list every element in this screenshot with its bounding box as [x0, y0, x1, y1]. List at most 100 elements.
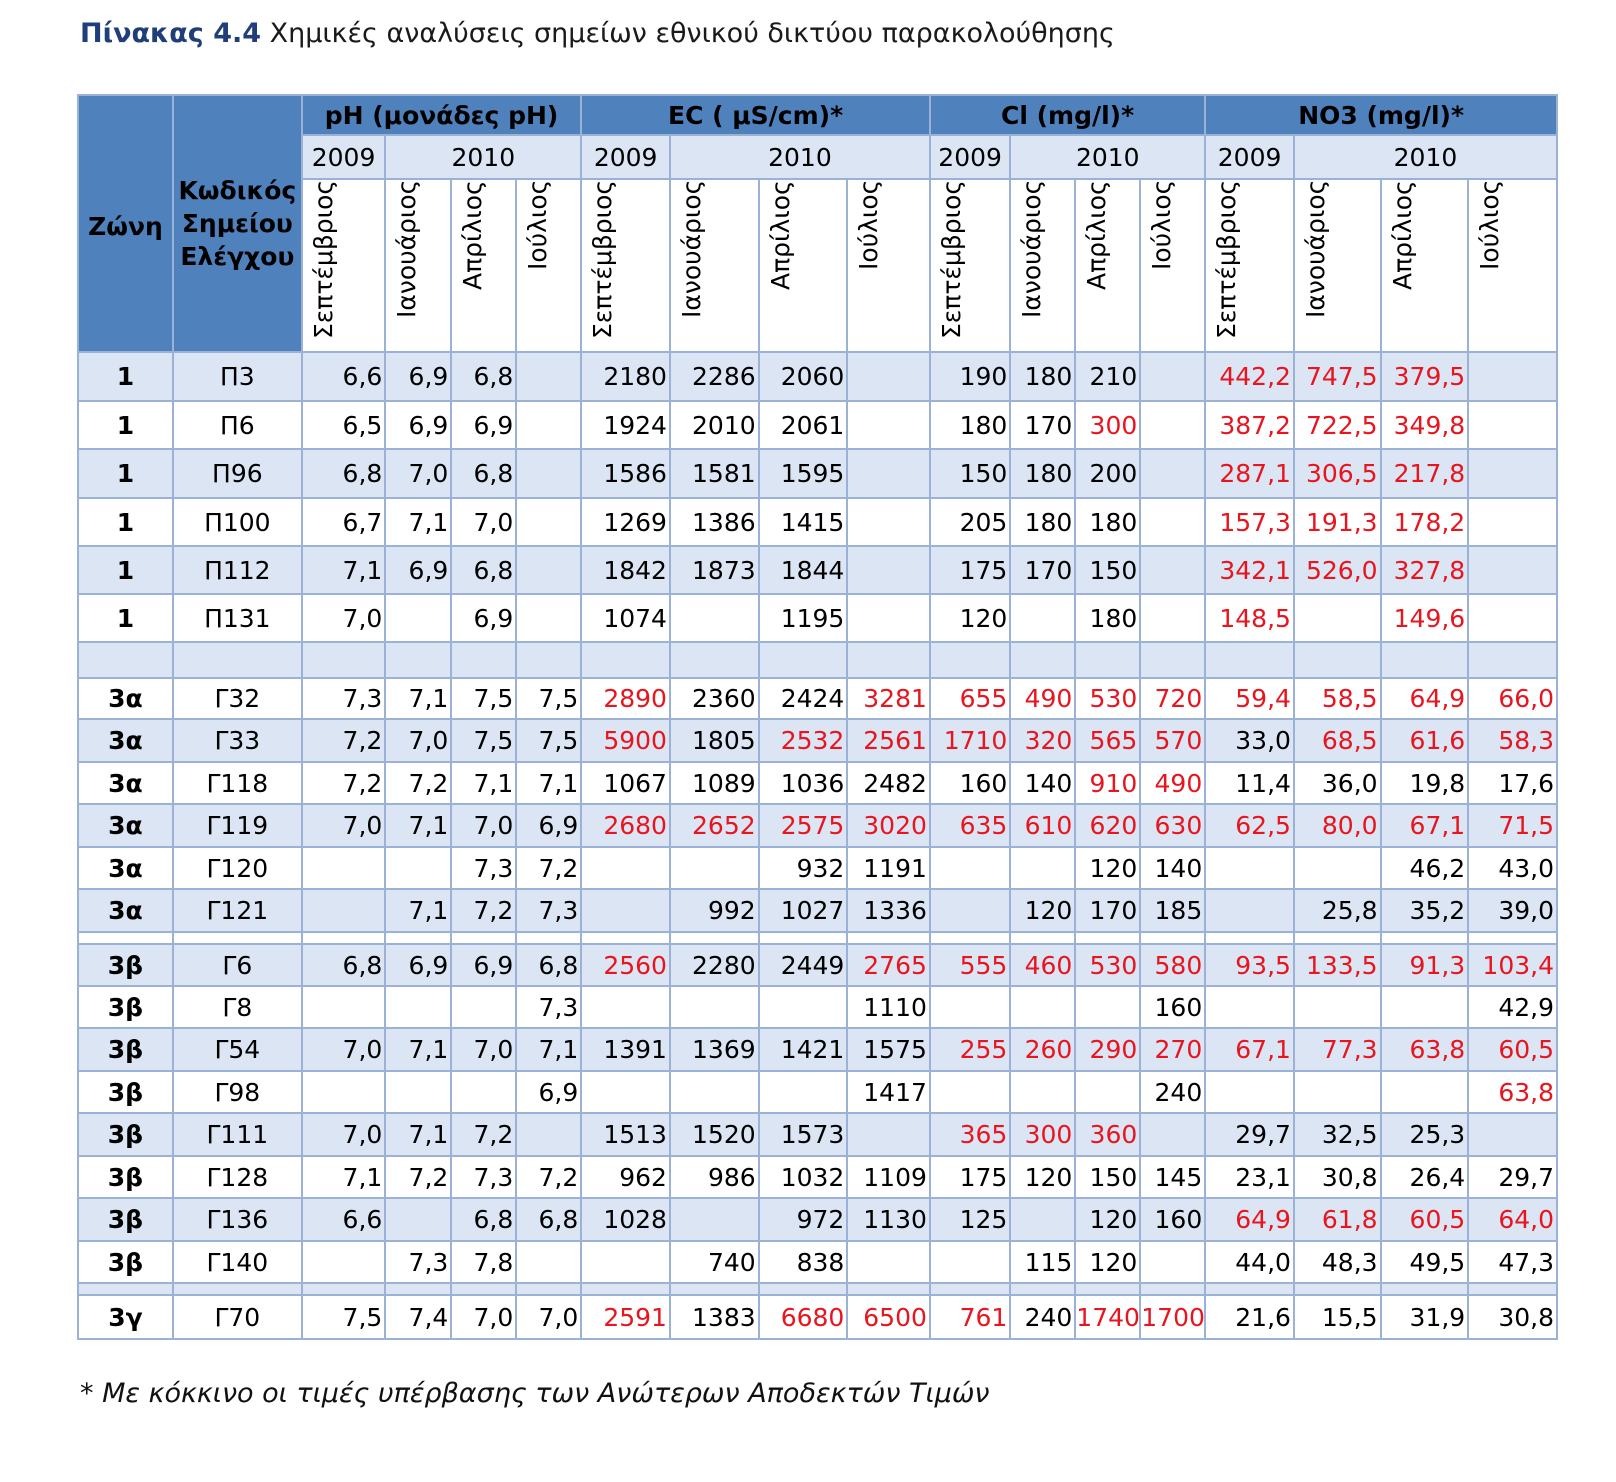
value-cell: 7,0	[300, 593, 387, 643]
point-code-cell: Γ32	[171, 677, 303, 720]
value-cell: 1336	[846, 888, 931, 933]
table-row: 3β Γ98 6,9 1417 240 63,8	[77, 1070, 1558, 1114]
month-header: Ιούλιος	[515, 178, 583, 353]
month-header: Σεπτέμβριος	[580, 178, 671, 353]
code-header-line3: Ελέγχου	[180, 242, 295, 271]
zone-header: Ζώνη	[77, 94, 174, 353]
month-header: Σεπτέμβριος	[300, 178, 387, 353]
table-row: 3α Γ118 7,2 7,2 7,1 7,1 1067 1089 1036 2482 160 140…	[77, 761, 1558, 805]
value-cell: 7,1	[515, 761, 583, 805]
value-cell: 7,0	[300, 1027, 387, 1072]
spacer-cell	[1379, 1282, 1470, 1296]
value-cell: 160	[1139, 985, 1207, 1029]
value-cell-exceeding: 460	[1009, 943, 1077, 987]
spacer-cell	[300, 641, 387, 679]
value-cell: 7,2	[515, 1155, 583, 1199]
value-cell-exceeding: 64,9	[1204, 1197, 1295, 1242]
value-cell: 7,0	[300, 1112, 387, 1157]
value-cell: 185	[1139, 888, 1207, 933]
table-row: 3α Γ32 7,3 7,1 7,5 7,5 2890 2360 2424 3281 655 490 5…	[77, 677, 1558, 720]
value-cell: 6,9	[384, 400, 453, 450]
value-cell-exceeding: 217,8	[1379, 448, 1470, 499]
value-cell: 1028	[580, 1197, 671, 1242]
value-cell	[928, 1240, 1012, 1284]
value-cell	[668, 1197, 760, 1242]
value-cell-exceeding: 320	[1009, 718, 1077, 763]
value-cell: 7,3	[384, 1240, 453, 1284]
value-cell: 120	[1009, 1155, 1077, 1199]
value-cell: 962	[580, 1155, 671, 1199]
value-cell: 6,8	[450, 1197, 518, 1242]
value-cell	[580, 888, 671, 933]
spacer-cell	[1204, 931, 1295, 945]
value-cell	[384, 985, 453, 1029]
spacer-cell	[1139, 641, 1207, 679]
value-cell: 986	[668, 1155, 760, 1199]
value-cell: 36,0	[1292, 761, 1382, 805]
value-cell: 240	[1139, 1070, 1207, 1114]
spacer-cell	[1139, 1282, 1207, 1296]
value-cell	[515, 351, 583, 402]
value-cell: 180	[1009, 448, 1077, 499]
spacer-cell	[846, 1282, 931, 1296]
value-cell: 120	[928, 593, 1012, 643]
table-caption: Πίνακας 4.4 Χημικές αναλύσεις σημείων εθ…	[80, 18, 1115, 49]
table-row: 3α Γ121 7,1 7,2 7,3 992 1027 1336 120 170 185 25,8 3…	[77, 888, 1558, 933]
spacer-cell	[928, 931, 1012, 945]
value-cell-exceeding: 1710	[928, 718, 1012, 763]
value-cell: 7,1	[384, 888, 453, 933]
month-header: Ιανουάριος	[384, 178, 453, 353]
spacer-cell	[580, 931, 671, 945]
spacer-cell	[846, 641, 931, 679]
value-cell-exceeding: 580	[1139, 943, 1207, 987]
value-cell: 115	[1009, 1240, 1077, 1284]
spacer-cell	[384, 931, 453, 945]
value-cell	[1467, 351, 1558, 402]
value-cell: 7,5	[450, 718, 518, 763]
value-cell: 6,8	[300, 943, 387, 987]
spacer-cell	[757, 1282, 849, 1296]
value-cell	[928, 846, 1012, 890]
value-cell-exceeding: 68,5	[1292, 718, 1382, 763]
spacer-cell	[300, 931, 387, 945]
value-cell: 210	[1074, 351, 1142, 402]
caption-text: Χημικές αναλύσεις σημείων εθνικού δικτύο…	[269, 18, 1115, 49]
value-cell: 7,0	[450, 1027, 518, 1072]
spacer-cell	[1074, 1282, 1142, 1296]
value-cell: 25,8	[1292, 888, 1382, 933]
code-header-line1: Κωδικός	[178, 176, 297, 205]
year-2010: 2010	[384, 134, 583, 180]
value-cell	[846, 497, 931, 547]
value-cell-exceeding: 387,2	[1204, 400, 1295, 450]
value-cell	[515, 1240, 583, 1284]
value-cell: 1391	[580, 1027, 671, 1072]
value-cell	[1292, 1070, 1382, 1114]
value-cell: 1513	[580, 1112, 671, 1157]
value-cell-exceeding: 62,5	[1204, 803, 1295, 848]
value-cell: 140	[1009, 761, 1077, 805]
value-cell-exceeding: 2680	[580, 803, 671, 848]
value-cell	[1467, 497, 1558, 547]
month-header: Απρίλιος	[1074, 178, 1142, 353]
value-cell-exceeding: 2890	[580, 677, 671, 720]
value-cell-exceeding: 722,5	[1292, 400, 1382, 450]
value-cell: 140	[1139, 846, 1207, 890]
year-2009: 2009	[580, 134, 671, 180]
value-cell: 2286	[668, 351, 760, 402]
value-cell	[757, 1070, 849, 1114]
value-cell-exceeding: 5900	[580, 718, 671, 763]
table-row: 1 Π3 6,6 6,9 6,8 2180 2286 2060 190 180 210 442,2 74…	[77, 351, 1558, 402]
value-cell-exceeding: 60,5	[1467, 1027, 1558, 1072]
value-cell: 2280	[668, 943, 760, 987]
value-cell-exceeding: 442,2	[1204, 351, 1295, 402]
value-cell	[300, 888, 387, 933]
value-cell	[1009, 1197, 1077, 1242]
spacer-cell	[1292, 1282, 1382, 1296]
value-cell: 7,0	[450, 803, 518, 848]
value-cell: 120	[1074, 1240, 1142, 1284]
value-cell: 145	[1139, 1155, 1207, 1199]
month-header: Σεπτέμβριος	[928, 178, 1012, 353]
point-code-cell: Π112	[171, 545, 303, 595]
value-cell: 150	[1074, 545, 1142, 595]
value-cell: 2482	[846, 761, 931, 805]
